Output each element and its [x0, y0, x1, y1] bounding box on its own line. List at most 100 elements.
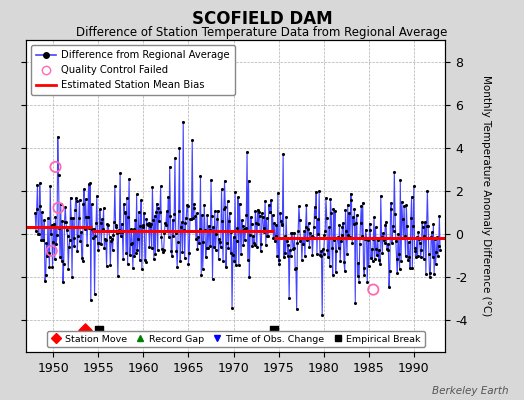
- Point: [167, 248, 176, 254]
- Point: [377, 192, 385, 199]
- Point: [214, 256, 223, 263]
- Point: [266, 208, 274, 215]
- Point: [397, 258, 405, 264]
- Point: [143, 221, 151, 227]
- Point: [74, 233, 82, 239]
- Point: [130, 253, 138, 260]
- Point: [178, 219, 186, 225]
- Point: [409, 223, 417, 229]
- Point: [74, 215, 83, 221]
- Point: [158, 246, 166, 252]
- Point: [145, 244, 154, 250]
- Point: [124, 261, 132, 268]
- Point: [286, 247, 294, 253]
- Point: [337, 232, 346, 238]
- Point: [344, 201, 352, 208]
- Point: [150, 212, 159, 219]
- Point: [162, 221, 170, 228]
- Point: [119, 201, 128, 207]
- Point: [219, 258, 227, 264]
- Point: [221, 204, 230, 210]
- Point: [211, 208, 219, 214]
- Point: [97, 240, 105, 247]
- Point: [254, 220, 263, 227]
- Point: [149, 217, 157, 223]
- Point: [302, 202, 311, 208]
- Point: [73, 248, 81, 254]
- Point: [380, 240, 389, 246]
- Point: [57, 201, 65, 207]
- Point: [300, 228, 308, 234]
- Point: [323, 247, 332, 254]
- Point: [347, 197, 356, 203]
- Point: [275, 261, 283, 267]
- Point: [53, 134, 62, 140]
- Point: [294, 228, 302, 234]
- Point: [410, 245, 419, 252]
- Point: [62, 219, 70, 226]
- Point: [128, 240, 136, 246]
- Point: [95, 240, 103, 246]
- Point: [325, 263, 334, 270]
- Point: [34, 230, 42, 237]
- Point: [368, 258, 377, 264]
- Point: [247, 221, 256, 228]
- Point: [343, 251, 351, 257]
- Point: [107, 236, 116, 242]
- Point: [335, 221, 344, 228]
- Point: [159, 249, 167, 255]
- Point: [429, 221, 438, 228]
- Point: [157, 183, 165, 189]
- Point: [109, 232, 117, 238]
- Point: [174, 208, 183, 214]
- Point: [394, 230, 402, 237]
- Point: [129, 264, 137, 271]
- Point: [432, 249, 441, 255]
- Point: [360, 272, 368, 278]
- Point: [378, 250, 387, 256]
- Point: [59, 279, 67, 285]
- Point: [225, 217, 233, 224]
- Point: [161, 220, 169, 226]
- Point: [310, 224, 318, 230]
- Point: [141, 257, 149, 264]
- Point: [233, 225, 242, 231]
- Point: [196, 173, 205, 180]
- Point: [80, 186, 88, 192]
- Point: [38, 209, 46, 215]
- Point: [190, 205, 199, 212]
- Point: [101, 236, 110, 242]
- Point: [209, 224, 217, 230]
- Point: [71, 207, 79, 213]
- Point: [121, 209, 129, 216]
- Point: [252, 220, 260, 226]
- Point: [284, 242, 292, 248]
- Legend: Station Move, Record Gap, Time of Obs. Change, Empirical Break: Station Move, Record Gap, Time of Obs. C…: [47, 331, 424, 347]
- Point: [316, 253, 325, 259]
- Point: [133, 191, 141, 198]
- Point: [312, 188, 320, 195]
- Point: [223, 239, 231, 246]
- Point: [349, 214, 357, 220]
- Point: [416, 240, 424, 246]
- Point: [391, 211, 399, 217]
- Point: [318, 312, 326, 319]
- Point: [289, 246, 297, 252]
- Point: [216, 239, 224, 246]
- Point: [90, 291, 99, 297]
- Point: [313, 216, 322, 222]
- Point: [111, 183, 119, 190]
- Point: [72, 198, 81, 204]
- Point: [209, 276, 217, 282]
- Point: [48, 264, 57, 270]
- Point: [385, 284, 393, 291]
- Point: [353, 273, 362, 279]
- Point: [341, 268, 349, 274]
- Point: [436, 247, 444, 254]
- Point: [60, 218, 69, 225]
- Point: [324, 254, 332, 260]
- Point: [211, 247, 220, 253]
- Point: [401, 253, 410, 260]
- Point: [390, 168, 399, 175]
- Point: [175, 144, 183, 151]
